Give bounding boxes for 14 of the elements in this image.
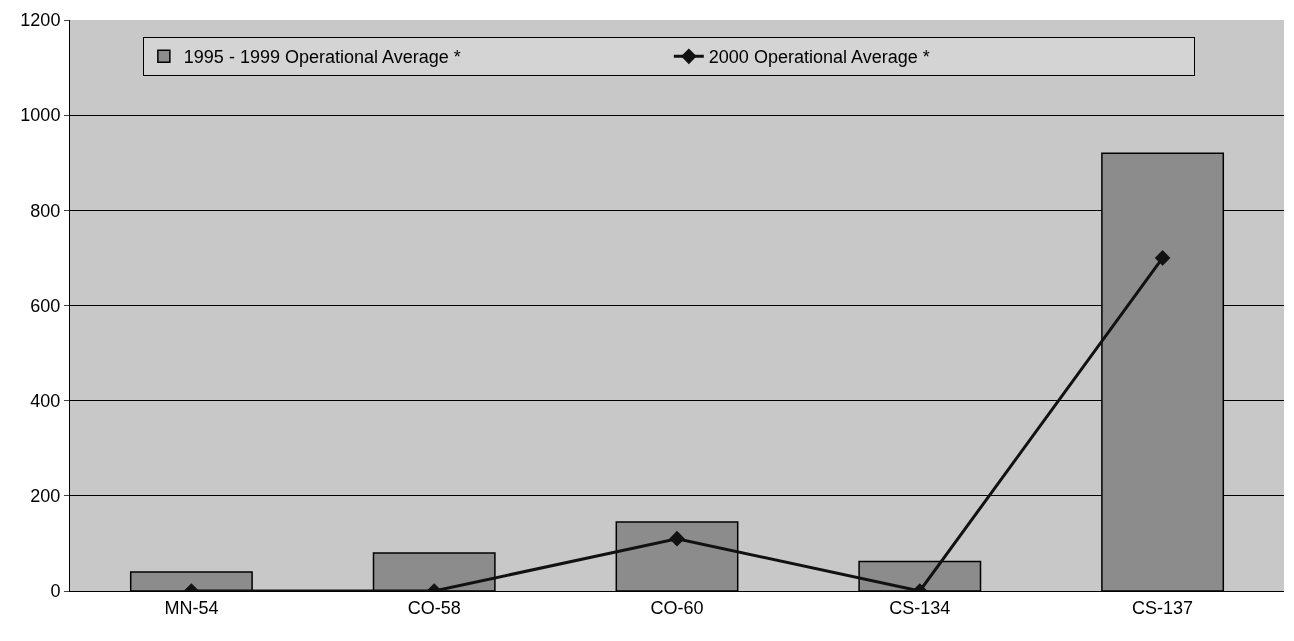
y-tick-label: 1200 — [20, 10, 61, 31]
legend-label: 2000 Operational Average * — [708, 47, 930, 68]
x-tick-label: MN-54 — [164, 597, 219, 618]
x-tick-label: CS-137 — [1132, 597, 1194, 618]
y-tick-label: 200 — [30, 486, 61, 507]
y-tick-label: 600 — [30, 295, 61, 316]
y-tick-label: 800 — [30, 200, 61, 221]
y-tick-label: 0 — [50, 581, 61, 602]
y-tick-label: 1000 — [20, 105, 61, 126]
x-tick-label: CO-58 — [407, 597, 461, 618]
x-tick-label: CO-60 — [650, 597, 704, 618]
y-tick-label: 400 — [30, 390, 61, 411]
x-tick-label: CS-134 — [889, 597, 951, 618]
legend-label: 1995 - 1999 Operational Average * — [183, 47, 461, 68]
